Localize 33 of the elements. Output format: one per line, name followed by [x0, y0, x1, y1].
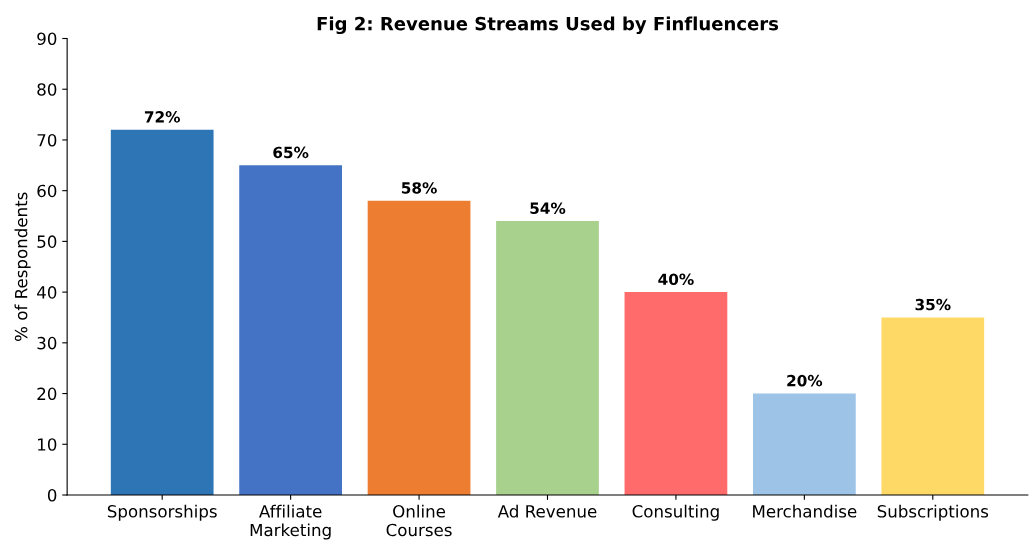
- y-axis-title: % of Respondents: [14, 192, 31, 341]
- bar: [496, 221, 599, 495]
- x-tick-label: Affiliate Marketing: [250, 504, 331, 540]
- data-label: 65%: [273, 146, 309, 159]
- bar: [239, 165, 342, 495]
- data-label: 20%: [787, 374, 823, 387]
- x-tick-label: Ad Revenue: [497, 504, 597, 518]
- data-label: 54%: [530, 202, 566, 214]
- bar: [752, 393, 856, 495]
- y-tick-label: 60: [37, 184, 57, 198]
- y-tick-label: 30: [37, 336, 57, 350]
- data-label: 58%: [401, 182, 437, 194]
- y-tick-label: 70: [37, 133, 57, 147]
- y-tick-label: 0: [47, 488, 57, 502]
- y-tick-label: 20: [37, 387, 57, 401]
- x-tick-label: Online Courses: [386, 504, 452, 537]
- y-tick-label: 10: [38, 438, 57, 451]
- x-tick-label: Sponsorships: [107, 504, 217, 521]
- x-tick-label: Subscriptions: [877, 504, 989, 521]
- y-tick-label: 40: [37, 286, 57, 299]
- data-label: 72%: [144, 111, 180, 123]
- y-tick-label: 50: [37, 235, 57, 248]
- x-tick-label: Merchandise: [753, 504, 857, 518]
- chart-title: Fig 2: Revenue Streams Used by Finfluencers: [317, 16, 779, 35]
- bar: [110, 129, 214, 495]
- bar: [367, 200, 471, 495]
- data-label: 40%: [658, 273, 694, 285]
- data-label: 35%: [915, 298, 951, 311]
- x-tick-label: Consulting: [632, 504, 719, 521]
- y-tick-label: 90: [37, 32, 57, 46]
- y-tick-label: 80: [37, 83, 57, 96]
- bar: [881, 317, 985, 495]
- bar: [624, 292, 728, 495]
